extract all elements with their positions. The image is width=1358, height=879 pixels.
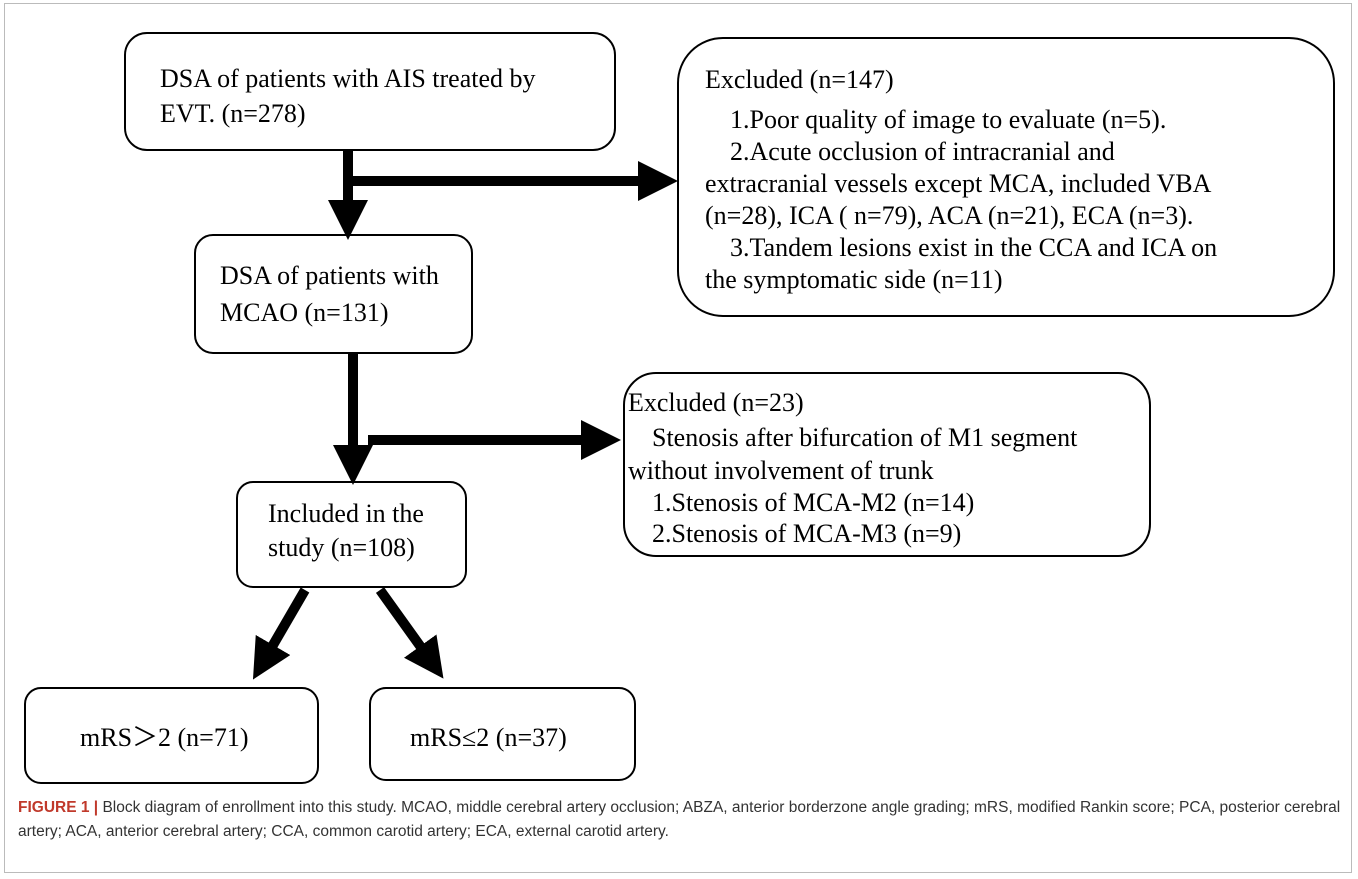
- node-text: 2.Stenosis of MCA-M3 (n=9): [652, 519, 961, 548]
- arrow: [252, 587, 310, 680]
- box: [124, 32, 616, 151]
- node-text: MCAO (n=131): [220, 298, 389, 327]
- node-text: without involvement of trunk: [628, 456, 933, 485]
- caption: FIGURE 1 | Block diagram of enrollment i…: [18, 796, 1343, 844]
- node-text: mRS＞2 (n=71): [80, 723, 249, 752]
- node-text: 1.Stenosis of MCA-M2 (n=14): [652, 488, 974, 517]
- node-text: DSA of patients with AIS treated by: [160, 64, 536, 93]
- node-text: study (n=108): [268, 533, 415, 562]
- node-text: Excluded (n=23): [628, 388, 804, 417]
- node-text: Stenosis after bifurcation of M1 segment: [652, 423, 1078, 452]
- frame: [4, 3, 1352, 873]
- caption-label: FIGURE 1 |: [18, 799, 99, 816]
- box: [623, 372, 1151, 557]
- node-text: Excluded (n=147): [705, 65, 894, 94]
- box: [194, 234, 473, 354]
- box: [677, 37, 1335, 317]
- node-text: EVT. (n=278): [160, 99, 306, 128]
- node-text: 3.Tandem lesions exist in the CCA and IC…: [730, 233, 1217, 262]
- node-text: 1.Poor quality of image to evaluate (n=5…: [730, 105, 1166, 134]
- node-3: Excluded (n=23) Stenosis after bifurcati…: [628, 388, 1078, 548]
- node-1: Excluded (n=147) 1.Poor quality of image…: [705, 65, 1217, 294]
- node-6: mRS≤2 (n=37): [410, 723, 567, 752]
- box: [24, 687, 319, 784]
- node-text: mRS≤2 (n=37): [410, 723, 567, 752]
- node-text: extracranial vessels except MCA, include…: [705, 169, 1212, 198]
- node-5: mRS＞2 (n=71): [80, 723, 249, 752]
- box: [369, 687, 636, 781]
- diagram: DSA of patients with AIS treated by EVT.…: [24, 32, 1335, 784]
- node-text: Included in the: [268, 499, 424, 528]
- node-text: 2.Acute occlusion of intracranial and: [730, 137, 1115, 166]
- node-text: the symptomatic side (n=11): [705, 265, 1002, 294]
- node-text: DSA of patients with: [220, 261, 439, 290]
- node-2: DSA of patients with MCAO (n=131): [220, 261, 439, 327]
- node-4: Included in the study (n=108): [268, 499, 424, 562]
- arrow: [375, 587, 444, 679]
- caption-text: Block diagram of enrollment into this st…: [18, 799, 1341, 840]
- node-text: (n=28), ICA ( n=79), ACA (n=21), ECA (n=…: [705, 201, 1193, 230]
- node-0: DSA of patients with AIS treated by EVT.…: [160, 64, 536, 128]
